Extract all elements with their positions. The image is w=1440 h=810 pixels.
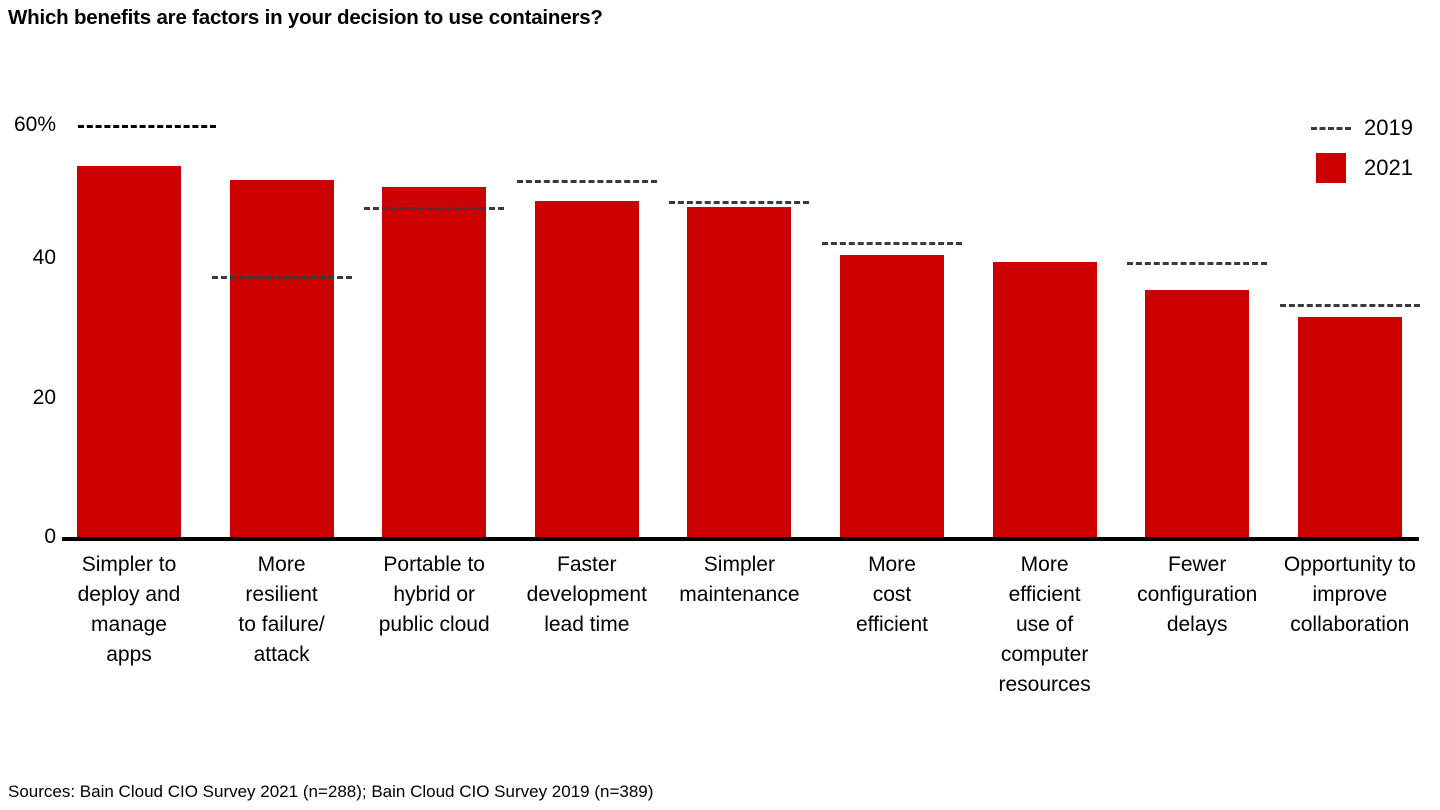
- x-axis-label-line: collaboration: [1290, 613, 1410, 636]
- legend-label-2021: 2021: [1364, 155, 1413, 180]
- x-axis-label-line: public cloud: [378, 613, 490, 636]
- legend-item-2019: 2019: [1308, 108, 1438, 148]
- dashed-line-icon: [1308, 126, 1354, 130]
- reference-line-2019: [364, 207, 505, 211]
- legend-item-2021: 2021: [1308, 148, 1438, 188]
- x-axis-label-line: More: [1020, 553, 1069, 576]
- x-axis-label: Simpler to deploy and manage apps: [49, 550, 209, 670]
- source-note: Sources: Bain Cloud CIO Survey 2021 (n=2…: [8, 782, 654, 801]
- plot-area: [62, 120, 1422, 541]
- x-axis-label-line: manage: [91, 613, 167, 636]
- bar-2021[interactable]: [77, 166, 181, 537]
- reference-line-2019: [669, 200, 810, 204]
- x-axis-label-line: deploy and: [77, 583, 181, 606]
- x-axis-label-line: use of: [1015, 613, 1074, 636]
- x-axis-label-line: Simpler to: [81, 553, 177, 576]
- x-axis-label: More cost efficient: [812, 550, 972, 640]
- bar-2021[interactable]: [687, 207, 792, 537]
- x-axis-label-line: attack: [253, 643, 310, 666]
- x-axis-label-line: Faster: [557, 553, 617, 576]
- reference-line-2019: [516, 179, 657, 183]
- x-axis-label-line: Fewer: [1168, 553, 1227, 576]
- x-axis-label: Portable to hybrid or public cloud: [354, 550, 514, 640]
- y-tick-0: 0: [44, 525, 56, 548]
- y-tick-60: 60%: [13, 113, 56, 136]
- bar-2021[interactable]: [992, 262, 1097, 537]
- y-tick-40: 40: [32, 246, 56, 269]
- x-axis-label-line: More: [868, 553, 916, 576]
- bar-2021[interactable]: [229, 179, 334, 537]
- y-axis: 60% 40 20 0: [0, 113, 56, 548]
- x-axis-label-line: lead time: [544, 613, 630, 636]
- x-axis-label-line: to failure/: [238, 613, 325, 636]
- x-axis-label: Opportunity to improve collaboration: [1270, 550, 1430, 640]
- x-axis-label-line: maintenance: [679, 583, 800, 606]
- x-axis-label: More resilient to failure/attack: [202, 550, 362, 670]
- x-axis-label-line: computer: [1000, 643, 1089, 666]
- x-axis-label-line: resilient: [245, 583, 318, 606]
- x-axis-label-line: delays: [1166, 613, 1228, 636]
- x-axis-label-line: configuration: [1137, 583, 1258, 606]
- x-axis-label: More efficient use of computer resources: [965, 550, 1125, 700]
- reference-line-2019: [211, 276, 352, 280]
- reference-line-2019: [1127, 262, 1268, 266]
- x-axis-label-line: cost: [872, 583, 912, 606]
- bar-2021[interactable]: [1145, 289, 1250, 537]
- x-axis-label-line: resources: [998, 673, 1091, 696]
- filled-square-icon: [1308, 153, 1354, 183]
- x-axis-label-line: Opportunity to: [1283, 553, 1416, 576]
- reference-line-2019: [822, 241, 962, 245]
- x-axis-label-line: Simpler: [703, 553, 775, 576]
- x-axis-label-line: improve: [1312, 583, 1388, 606]
- x-axis-label: Fewer configuration delays: [1117, 550, 1277, 640]
- gridline-60-percent: [78, 125, 216, 128]
- reference-line-2019: [1279, 303, 1420, 307]
- y-tick-20: 20: [32, 386, 56, 409]
- x-axis-label-line: efficient: [856, 613, 928, 636]
- x-axis-labels: Simpler to deploy and manage apps More resili…: [62, 550, 1432, 710]
- x-axis-line: [62, 537, 1419, 541]
- x-axis-label-line: hybrid or: [393, 583, 476, 606]
- x-axis-label-line: apps: [106, 643, 152, 666]
- x-axis-label: Simpler maintenance: [659, 550, 819, 610]
- legend-label-2019: 2019: [1364, 115, 1413, 140]
- x-axis-label-line: More: [257, 553, 306, 576]
- x-axis-label-line: development: [526, 583, 647, 606]
- x-axis-label-line: Portable to: [383, 553, 485, 576]
- page-title: Which benefits are factors in your decis…: [8, 6, 603, 29]
- x-axis-label-line: efficient: [1008, 583, 1081, 606]
- chart-legend: 2019 2021: [1308, 108, 1438, 188]
- bar-2021[interactable]: [382, 186, 487, 537]
- bar-2021[interactable]: [840, 255, 944, 537]
- bar-2021[interactable]: [1297, 317, 1402, 537]
- x-axis-label: Faster development lead time: [507, 550, 667, 640]
- bar-2021[interactable]: [534, 200, 639, 537]
